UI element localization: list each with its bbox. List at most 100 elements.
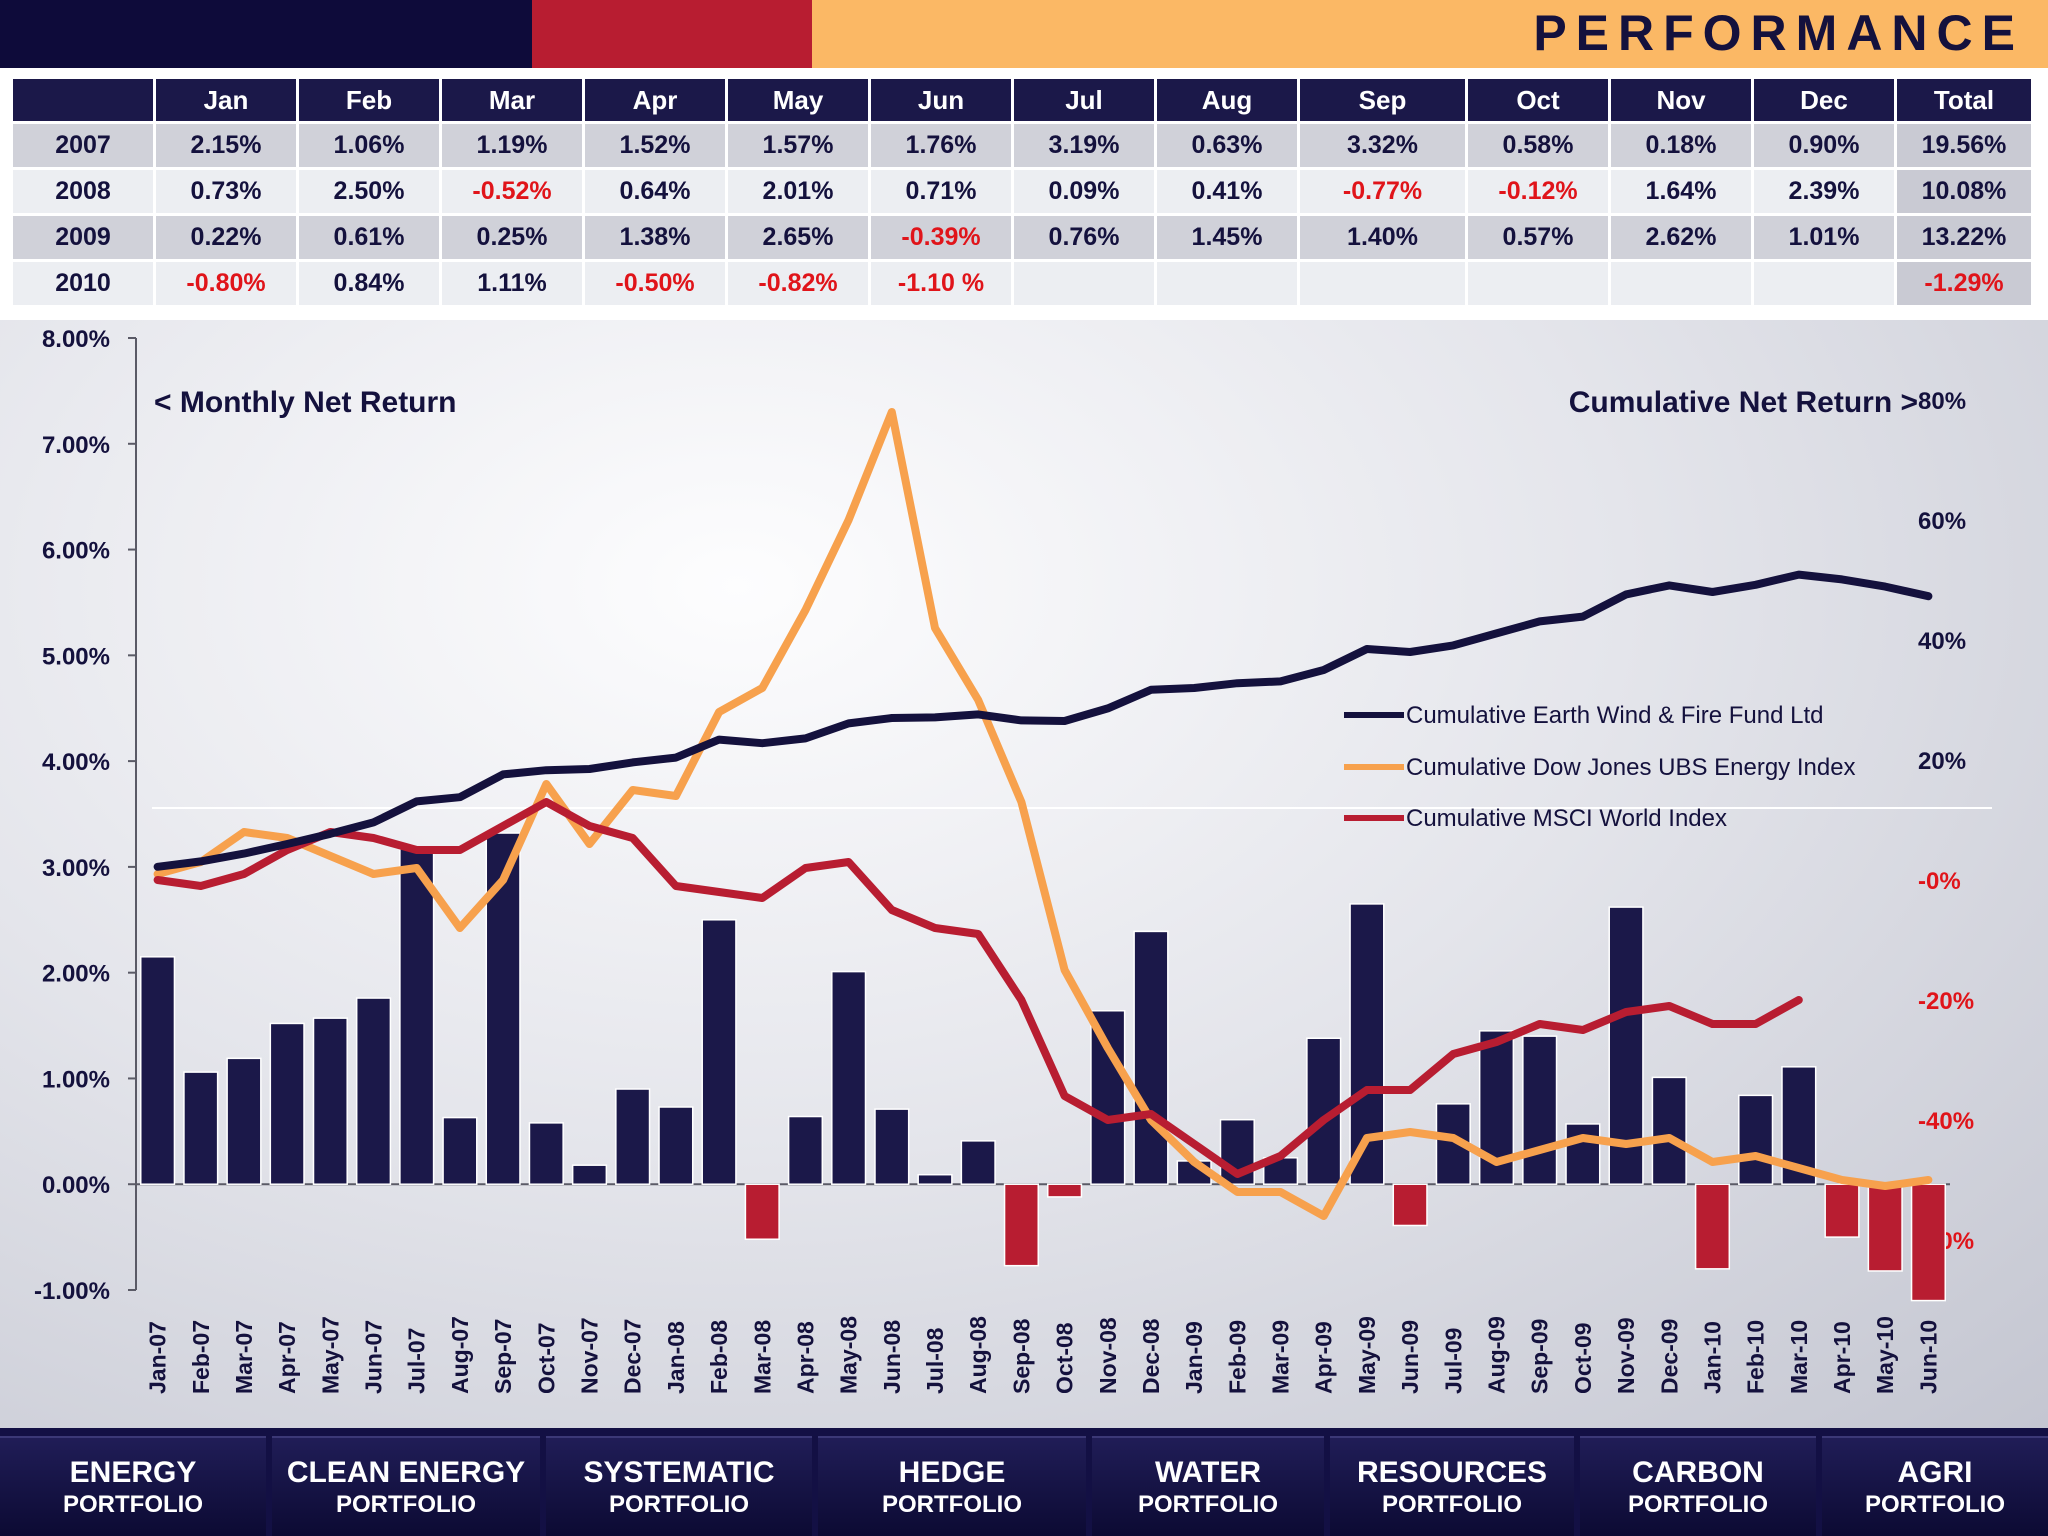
portfolio-nav-title: HEDGE [898,1456,1006,1489]
monthly-return-cell [1608,259,1754,308]
monthly-return-bar [226,1057,262,1185]
portfolio-nav-title: SYSTEMATIC [583,1456,775,1489]
legend-label: Cumulative Dow Jones UBS Energy Index [1406,754,1856,781]
x-axis-tick-label: Apr-09 [1311,1321,1337,1394]
x-axis-tick-label: May-10 [1872,1316,1898,1394]
portfolio-nav-button-energy[interactable]: ENERGY PORTFOLIO [0,1436,266,1536]
monthly-return-bar [1090,1009,1126,1185]
monthly-return-bar [1392,1183,1428,1227]
x-axis-tick-label: Jun-10 [1915,1320,1941,1394]
monthly-return-cell: 0.76% [1011,213,1157,262]
x-axis-tick-label: May-08 [836,1316,862,1394]
monthly-return-cell: 1.76% [868,121,1014,170]
right-axis-tick-label: 60% [1918,508,1966,535]
portfolio-nav-button-systematic[interactable]: SYSTEMATIC PORTFOLIO [546,1436,812,1536]
monthly-return-bar [874,1108,910,1185]
left-axis-tick-label: 2.00% [42,961,110,988]
portfolio-nav-button-clean-energy[interactable]: CLEAN ENERGY PORTFOLIO [272,1436,540,1536]
x-axis-tick-label: May-09 [1354,1316,1380,1394]
monthly-return-cell: 1.64% [1608,167,1754,216]
left-axis-tick-label: 5.00% [42,643,110,670]
portfolio-nav-title: AGRI [1897,1456,1973,1489]
monthly-return-bar [140,956,176,1185]
x-axis-tick-label: Oct-09 [1570,1322,1596,1394]
monthly-return-cell: 2.62% [1608,213,1754,262]
monthly-return-bar [1133,930,1169,1185]
monthly-return-cell: 2.39% [1751,167,1897,216]
portfolio-nav-button-agri[interactable]: AGRI PORTFOLIO [1822,1436,2048,1536]
monthly-return-cell [1154,259,1300,308]
table-column-header: Jun [868,76,1014,124]
table-column-header: Feb [296,76,442,124]
monthly-return-bar [269,1022,305,1185]
monthly-return-cell: -0.39% [868,213,1014,262]
header-band-navy [0,0,532,68]
portfolio-nav-button-water[interactable]: WATER PORTFOLIO [1092,1436,1324,1536]
right-axis-tick-label: -0% [1918,868,1961,895]
table-column-header: Mar [439,76,585,124]
portfolio-nav-button-hedge[interactable]: HEDGE PORTFOLIO [818,1436,1086,1536]
row-year-label: 2007 [10,121,156,170]
portfolio-nav-title: RESOURCES [1356,1456,1548,1489]
monthly-return-bar [658,1106,694,1185]
table-column-header: May [725,76,871,124]
left-axis-tick-label: -1.00% [34,1278,110,1305]
left-axis-tick-label: 3.00% [42,855,110,882]
monthly-return-bar [1003,1183,1039,1267]
x-axis-tick-label: Dec-08 [1138,1318,1164,1394]
x-axis-tick-label: Oct-07 [533,1322,559,1394]
monthly-return-cell [1465,259,1611,308]
table-column-header: Jan [153,76,299,124]
x-axis-tick-label: Jun-08 [879,1320,905,1394]
monthly-return-cell: 0.57% [1465,213,1611,262]
monthly-return-cell: -1.10 % [868,259,1014,308]
monthly-return-cell: 2.50% [296,167,442,216]
monthly-return-bar [571,1164,608,1185]
table-column-header: Nov [1608,76,1754,124]
monthly-return-cell: 0.63% [1154,121,1300,170]
monthly-return-bar [960,1140,996,1185]
portfolio-nav-subtitle: PORTFOLIO [882,1491,1022,1518]
fund-cumulative-line [153,570,1933,871]
portfolio-nav-subtitle: PORTFOLIO [609,1491,749,1518]
monthly-return-cell: 1.52% [582,121,728,170]
table-row: 2007 2.15% 1.06% 1.19% 1.52% 1.57% 1.76% 3.19% 0… [10,121,2034,170]
monthly-return-cell: -0.50% [582,259,728,308]
table-row: 2009 0.22% 0.61% 0.25% 1.38% 2.65% -0.39% 0.76%… [10,213,2034,262]
monthly-return-cell: 1.40% [1297,213,1468,262]
portfolio-nav-button-carbon[interactable]: CARBON PORTFOLIO [1580,1436,1816,1536]
x-axis-tick-label: Jan-09 [1181,1321,1207,1394]
monthly-return-cell: -0.12% [1465,167,1611,216]
portfolio-nav-button-resources[interactable]: RESOURCES PORTFOLIO [1330,1436,1574,1536]
monthly-return-bar [312,1017,348,1185]
x-axis-tick-label: Nov-08 [1095,1317,1121,1394]
table-column-header: Apr [582,76,728,124]
left-axis-tick-label: 4.00% [42,749,110,776]
monthly-return-cell: 3.32% [1297,121,1468,170]
monthly-return-bar [183,1071,219,1185]
monthly-return-bar [1738,1094,1774,1185]
monthly-return-cell: 1.11% [439,259,585,308]
monthly-return-bar [442,1116,478,1185]
table-row: 2008 0.73% 2.50% -0.52% 0.64% 2.01% 0.71% 0.09%… [10,167,2034,216]
x-axis-tick-label: Dec-09 [1656,1319,1682,1394]
portfolio-nav-title: CLEAN ENERGY [286,1456,526,1489]
x-axis-tick-label: Jul-07 [404,1328,430,1394]
right-axis-tick-label: 40% [1918,628,1966,655]
monthly-return-bar [1608,906,1644,1185]
monthly-return-cell: 0.90% [1751,121,1897,170]
x-axis-tick-label: Dec-07 [620,1319,646,1394]
monthly-return-bar [1824,1183,1860,1238]
performance-chart: -1.00% 0.00% 1.00% 2.00% 3.00% 4.00% 5.00% 6.00… [34,326,1992,1394]
left-axis-tick-label: 1.00% [42,1066,110,1093]
x-axis-tick-label: Feb-10 [1743,1320,1769,1394]
right-axis-tick-label: -40% [1918,1108,1974,1135]
portfolio-nav-title: WATER [1154,1456,1262,1489]
header-band-orange [812,0,2048,68]
x-axis-tick-label: Jan-10 [1699,1321,1725,1394]
monthly-return-bar [744,1183,780,1240]
x-axis-tick-label: Jan-08 [663,1321,689,1394]
monthly-return-cell: 2.15% [153,121,299,170]
left-axis-title: < Monthly Net Return [154,386,457,419]
chart-area: -1.00% 0.00% 1.00% 2.00% 3.00% 4.00% 5.00% 6.00… [0,320,2048,1428]
